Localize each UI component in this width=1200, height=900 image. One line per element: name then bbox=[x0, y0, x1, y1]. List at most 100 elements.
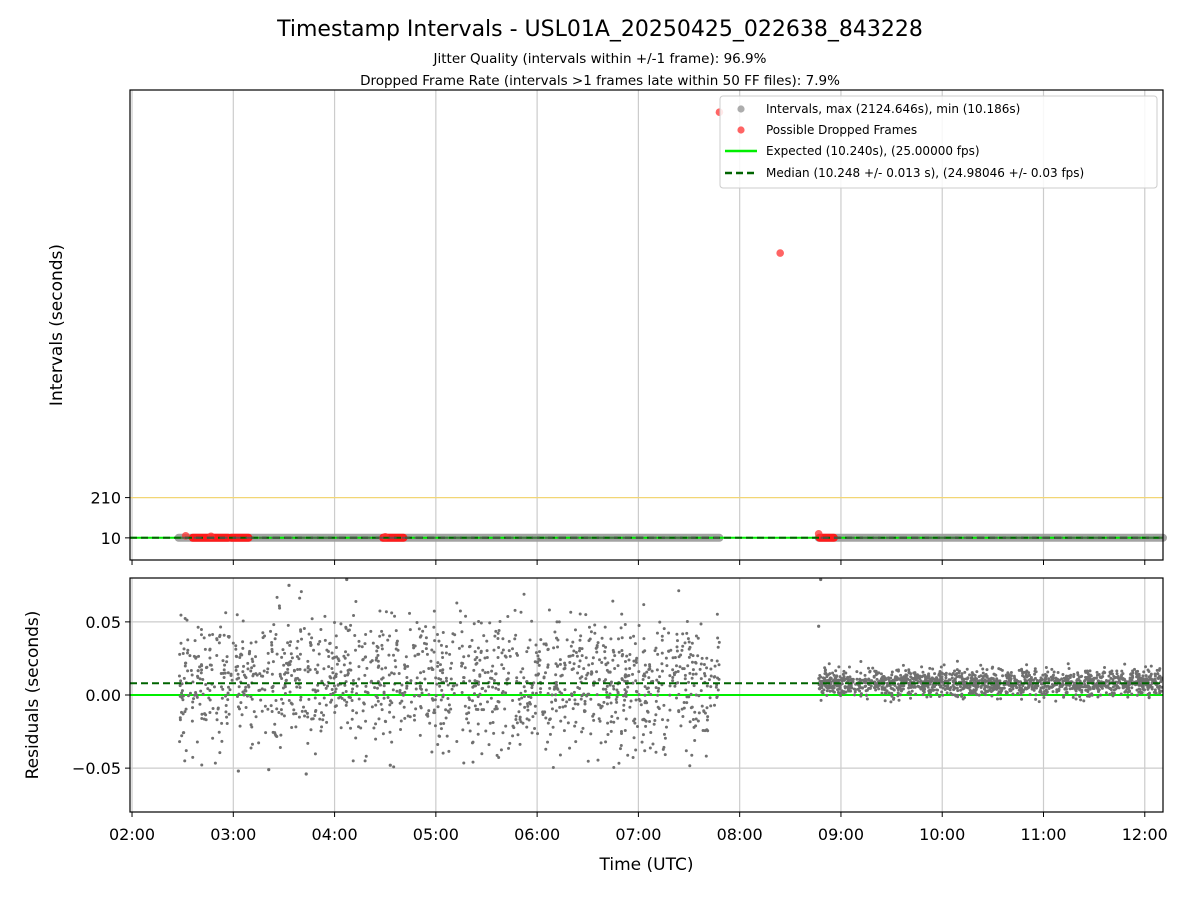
residual-point bbox=[615, 688, 619, 692]
residual-point bbox=[1062, 694, 1066, 698]
residual-point bbox=[320, 679, 324, 683]
residual-point bbox=[1040, 677, 1044, 681]
residual-point bbox=[826, 686, 830, 690]
residual-point bbox=[392, 672, 396, 676]
residual-point bbox=[496, 637, 500, 641]
residual-point bbox=[894, 675, 898, 679]
residual-point bbox=[1126, 695, 1130, 699]
residual-point bbox=[330, 667, 334, 671]
residual-point bbox=[228, 688, 232, 692]
residual-point bbox=[544, 671, 548, 675]
legend-entry-expected: Expected (10.240s), (25.00000 fps) bbox=[725, 144, 980, 158]
residual-point bbox=[474, 707, 478, 711]
residual-point bbox=[992, 687, 996, 691]
residual-point bbox=[290, 726, 294, 730]
residual-point bbox=[968, 673, 972, 677]
residual-point bbox=[675, 645, 679, 649]
residual-point bbox=[422, 670, 426, 674]
residual-point bbox=[393, 614, 397, 618]
residual-point bbox=[266, 667, 270, 671]
residual-point bbox=[218, 635, 222, 639]
residual-point bbox=[935, 676, 939, 680]
residual-point bbox=[481, 668, 485, 672]
residual-outlier-point bbox=[388, 763, 392, 767]
residual-point bbox=[656, 689, 660, 693]
residual-point bbox=[963, 670, 967, 674]
residual-point bbox=[1072, 672, 1076, 676]
residual-point bbox=[648, 720, 652, 724]
residual-point bbox=[224, 710, 228, 714]
residual-point bbox=[1047, 677, 1051, 681]
residual-point bbox=[623, 688, 627, 692]
residual-point bbox=[343, 698, 347, 702]
residual-point bbox=[307, 632, 311, 636]
residual-point bbox=[380, 667, 384, 671]
residual-point bbox=[546, 740, 550, 744]
residual-point bbox=[241, 640, 245, 644]
residual-point bbox=[522, 676, 526, 680]
residual-point bbox=[364, 684, 368, 688]
residual-point bbox=[363, 642, 367, 646]
residual-point bbox=[589, 672, 593, 676]
residual-point bbox=[608, 692, 612, 696]
residual-point bbox=[866, 666, 870, 670]
residual-point bbox=[427, 693, 431, 697]
residual-point bbox=[471, 740, 475, 744]
residual-point bbox=[910, 689, 914, 693]
residual-point bbox=[494, 672, 498, 676]
residual-point bbox=[885, 689, 889, 693]
residual-point bbox=[656, 652, 660, 656]
residual-point bbox=[674, 670, 678, 674]
residual-point bbox=[384, 610, 388, 614]
residual-point bbox=[343, 674, 347, 678]
residual-point bbox=[401, 693, 405, 697]
residual-point bbox=[624, 694, 628, 698]
residual-point bbox=[678, 665, 682, 669]
residual-point bbox=[266, 707, 270, 711]
residual-point bbox=[352, 613, 356, 617]
residual-point bbox=[631, 756, 635, 760]
residual-point bbox=[178, 684, 182, 688]
residual-point bbox=[643, 674, 647, 678]
residual-point bbox=[277, 604, 281, 608]
residual-point bbox=[591, 656, 595, 660]
residual-point bbox=[1080, 690, 1084, 694]
residual-point bbox=[578, 646, 582, 650]
residual-point bbox=[1051, 685, 1055, 689]
residual-point bbox=[490, 677, 494, 681]
residual-point bbox=[531, 715, 535, 719]
residual-point bbox=[566, 721, 570, 725]
residual-point bbox=[278, 606, 282, 610]
residual-point bbox=[628, 705, 632, 709]
residual-point bbox=[688, 645, 692, 649]
x-axis-label: Time (UTC) bbox=[599, 855, 694, 875]
residual-point bbox=[706, 715, 710, 719]
intervals-y-tick-label: 10 bbox=[101, 529, 121, 548]
residual-point bbox=[1024, 673, 1028, 677]
residual-point bbox=[270, 640, 274, 644]
residual-point bbox=[460, 690, 464, 694]
residual-point bbox=[546, 721, 550, 725]
residual-point bbox=[522, 685, 526, 689]
residual-point bbox=[436, 664, 440, 668]
intervals-y-axis-label: Intervals (seconds) bbox=[47, 244, 67, 406]
residual-point bbox=[457, 646, 461, 650]
residual-point bbox=[299, 695, 303, 699]
residual-point bbox=[363, 759, 367, 763]
residual-point bbox=[980, 690, 984, 694]
residual-point bbox=[648, 663, 652, 667]
residual-point bbox=[490, 710, 494, 714]
residual-point bbox=[470, 638, 474, 642]
residual-point bbox=[686, 664, 690, 668]
residual-point bbox=[441, 656, 445, 660]
residual-point bbox=[708, 696, 712, 700]
residual-point bbox=[296, 667, 300, 671]
residual-point bbox=[832, 673, 836, 677]
residual-point bbox=[717, 663, 721, 667]
residual-point bbox=[261, 631, 265, 635]
residual-point bbox=[596, 758, 600, 762]
residual-point bbox=[392, 765, 396, 769]
residual-point bbox=[951, 683, 955, 687]
residual-point bbox=[281, 686, 285, 690]
residual-point bbox=[973, 689, 977, 693]
